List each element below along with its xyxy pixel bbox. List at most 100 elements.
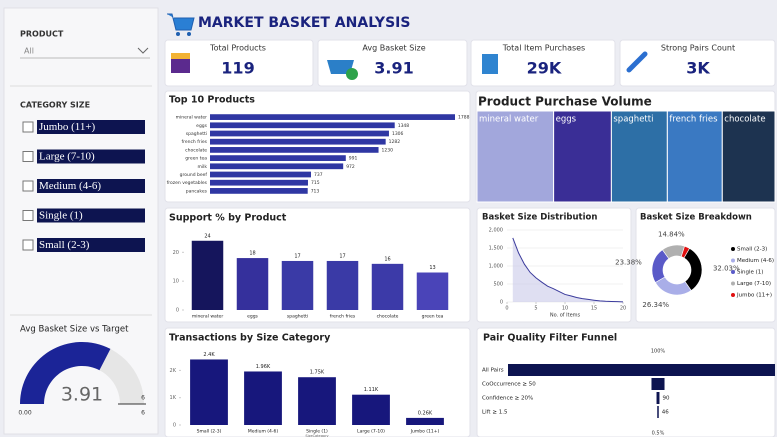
line xyxy=(512,237,624,303)
data-label: 972 xyxy=(346,164,355,170)
x-tick-label: spaghetti xyxy=(287,314,308,320)
y-tick-label: 0 xyxy=(176,308,179,314)
y-tick-label: 20 xyxy=(173,250,179,256)
gauge-target-label: 6 xyxy=(141,395,145,402)
bar xyxy=(210,114,455,120)
bar xyxy=(210,179,308,186)
y-tick-label: 2,000 xyxy=(489,228,503,234)
checkbox[interactable] xyxy=(22,239,34,251)
legend-label: Jumbo (11+) xyxy=(736,293,772,299)
option-label[interactable]: Single (1) xyxy=(39,210,83,222)
data-label: 1230 xyxy=(382,147,394,153)
x-tick-label: Jumbo (11+) xyxy=(410,429,440,435)
y-tick-label: 0 xyxy=(173,423,176,429)
x-tick-label: french fries xyxy=(330,314,356,320)
checkbox[interactable] xyxy=(22,151,34,162)
x-tick-label: 5 xyxy=(534,306,537,312)
y-tick-label: 500 xyxy=(493,282,503,288)
gauge-min-label: 0.00 xyxy=(18,410,32,417)
bar xyxy=(281,260,314,310)
x-tick-label: 20 xyxy=(620,306,626,312)
checkbox[interactable] xyxy=(22,180,34,192)
data-label: 1348 xyxy=(398,123,410,129)
category-label: french fries xyxy=(181,139,207,145)
legend-label: Small (2-3) xyxy=(737,247,767,253)
funnel-bar xyxy=(651,378,665,390)
bar xyxy=(210,147,379,153)
option-label[interactable]: Medium (4-6) xyxy=(39,180,101,192)
kpi-card xyxy=(470,39,616,87)
panel-title: Transactions by Size Category xyxy=(169,333,331,344)
funnel-bar xyxy=(656,392,660,404)
data-label: 90 xyxy=(662,396,669,402)
legend-marker xyxy=(731,247,735,251)
option-label[interactable]: Jumbo (11+) xyxy=(39,121,96,133)
data-label: 0.26K xyxy=(418,410,433,416)
product-dropdown[interactable]: All xyxy=(20,42,150,59)
stage-label: All Pairs xyxy=(482,368,504,374)
x-tick-label: eggs xyxy=(247,315,258,320)
treemap-tile xyxy=(666,110,723,203)
funnel-bar xyxy=(657,406,659,418)
x-tick-label: chocolate xyxy=(377,314,399,320)
legend-marker xyxy=(731,270,735,274)
bar xyxy=(191,240,224,310)
category-label: frozen vegetables xyxy=(167,180,208,186)
kpi-icon-part xyxy=(171,53,190,59)
kpi-value: 3K xyxy=(686,59,710,78)
x-tick-label: mineral water xyxy=(192,314,224,320)
funnel xyxy=(508,364,775,418)
category-label: spaghetti xyxy=(186,131,207,137)
checkbox[interactable] xyxy=(22,121,34,133)
chevron[interactable] xyxy=(137,47,149,54)
category-label: eggs xyxy=(196,124,207,129)
data-label: 713 xyxy=(311,188,320,194)
tile-label: eggs xyxy=(556,115,577,125)
kpi-value: 3.91 xyxy=(374,59,413,78)
data-label: 2.4K xyxy=(203,352,215,358)
tile-label: french fries xyxy=(669,115,718,125)
data-label: 1.11K xyxy=(364,387,379,393)
option-label[interactable]: Large (7-10) xyxy=(39,151,95,163)
data-label: 32.03% xyxy=(713,265,740,273)
dropdown-box[interactable] xyxy=(20,42,150,58)
dropdown-value[interactable]: All xyxy=(24,47,34,56)
bar xyxy=(298,377,336,425)
y-tick-label: 1,000 xyxy=(489,264,503,270)
bar xyxy=(352,394,390,425)
category-label: milk xyxy=(198,164,208,170)
kpi-icon-part xyxy=(346,68,358,80)
kpi-label: Strong Pairs Count xyxy=(661,44,735,53)
panel-title: Basket Size Distribution xyxy=(482,213,597,223)
option-bg xyxy=(37,238,145,252)
bar xyxy=(210,171,311,178)
bar xyxy=(416,272,449,310)
bar xyxy=(236,258,269,310)
kpi-card xyxy=(164,39,314,87)
funnel-bar xyxy=(508,364,775,376)
treemap-tile xyxy=(553,110,612,203)
tile-label: mineral water xyxy=(479,115,539,125)
option-label[interactable]: Small (2-3) xyxy=(39,239,90,251)
panel-title: Top 10 Products xyxy=(169,95,255,106)
bar xyxy=(406,417,444,425)
x-axis-title: No. of Items xyxy=(550,313,581,319)
x-tick-label: Medium (4-6) xyxy=(248,429,279,435)
x-tick-label: 15 xyxy=(591,306,597,312)
stage-label: Lift ≥ 1.5 xyxy=(482,410,508,416)
checkbox[interactable] xyxy=(22,210,34,221)
panel-title: Avg Basket Size vs Target xyxy=(20,325,129,335)
x-tick-label: Large (7-10) xyxy=(357,429,385,435)
stage-label: CoOccurrence ≥ 50 xyxy=(482,382,536,388)
gauge-max-label: 6 xyxy=(141,410,145,417)
data-label: 1.75K xyxy=(310,370,325,376)
data-label: 1282 xyxy=(389,139,401,145)
x-tick-label: 10 xyxy=(562,306,568,312)
bar xyxy=(244,371,282,425)
data-label: 16 xyxy=(384,256,390,262)
x-tick-label: Single (1) xyxy=(306,429,328,435)
legend-label: Single (1) xyxy=(737,270,763,276)
panel xyxy=(476,327,776,437)
data-label: 14.84% xyxy=(658,230,685,238)
